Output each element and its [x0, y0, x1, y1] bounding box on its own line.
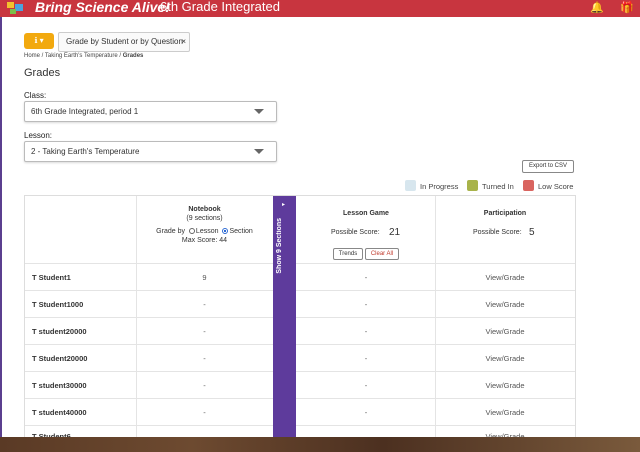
lesson-select[interactable]: 2 - Taking Earth's Temperature [24, 141, 277, 162]
lesson-game-possible-score: 21 [389, 227, 401, 238]
notebook-score[interactable]: - [203, 381, 206, 390]
grade-by-label: Grade by [156, 228, 185, 235]
breadcrumb: Home / Taking Earth's Temperature / Grad… [24, 53, 143, 59]
brand-title[interactable]: Bring Science Alive! [35, 0, 170, 15]
legend-label-turned-in: Turned In [482, 182, 514, 191]
lesson-game-header: Lesson Game [343, 210, 389, 217]
course-title: 6th Grade Integrated [160, 0, 280, 14]
legend-label-low-score: Low Score [538, 182, 574, 191]
view-grade-link[interactable]: View/Grade [485, 300, 525, 309]
row-divider [25, 317, 575, 318]
lesson-game-score: - [364, 408, 368, 417]
trends-button[interactable]: Trends [333, 248, 363, 260]
export-csv-button[interactable]: Export to CSV [522, 160, 574, 173]
row-divider [25, 425, 575, 426]
view-grade-link[interactable]: View/Grade [485, 381, 525, 390]
student-name: T student30000 [32, 381, 87, 390]
breadcrumb-home[interactable]: Home [24, 53, 41, 59]
logo-icon[interactable] [6, 0, 26, 15]
notebook-score[interactable]: - [203, 300, 206, 309]
row-divider [25, 344, 575, 345]
lesson-select-value: 2 - Taking Earth's Temperature [31, 147, 140, 156]
student-name: T Student1000 [32, 300, 84, 309]
info-dropdown-button[interactable]: ℹ ▾ [24, 33, 54, 49]
grade-by-control: Grade by Lesson Section [136, 228, 273, 235]
view-grade-link[interactable]: View/Grade [485, 327, 525, 336]
lesson-game-score: - [364, 273, 368, 282]
grade-by-lesson-radio[interactable] [188, 228, 195, 235]
lesson-game-score: - [364, 354, 368, 363]
class-select-value: 6th Grade Integrated, period 1 [31, 107, 139, 116]
clear-all-button[interactable]: Clear All [365, 248, 399, 260]
lesson-game-score: - [364, 300, 368, 309]
row-divider [25, 263, 575, 264]
top-bar: Bring Science Alive! 6th Grade Integrate… [0, 0, 640, 17]
legend-label-in-progress: In Progress [420, 182, 459, 191]
class-select[interactable]: 6th Grade Integrated, period 1 [24, 101, 277, 122]
breadcrumb-lesson[interactable]: Taking Earth's Temperature [44, 53, 118, 59]
notebook-score[interactable]: 9 [202, 273, 207, 282]
page-title: Grades [24, 67, 61, 79]
grade-by-tab-label: Grade by Student or by Question [66, 37, 183, 46]
grade-by-lesson-label: Lesson [195, 228, 219, 235]
show-sections-toggle[interactable]: ▸ Show 9 Sections [273, 196, 296, 440]
chevron-right-icon: ▸ [282, 202, 286, 208]
class-label: Class: [24, 91, 47, 100]
close-icon[interactable]: × [181, 37, 186, 46]
student-name: T Student6 [32, 432, 71, 441]
column-divider [136, 196, 137, 441]
notebook-header: Notebook [188, 206, 221, 213]
gift-icon[interactable]: 🎁 [620, 2, 634, 14]
lesson-game-score: - [364, 381, 368, 390]
student-name: T Student1 [32, 273, 71, 282]
participation-possible-score: 5 [529, 227, 535, 238]
participation-header: Participation [483, 210, 527, 217]
student-name: T student40000 [32, 408, 87, 417]
view-grade-link[interactable]: View/Grade [485, 408, 525, 417]
chevron-down-icon [254, 149, 264, 154]
participation-possible-label: Possible Score: [473, 229, 522, 236]
notebook-score[interactable]: - [203, 408, 206, 417]
lesson-game-score: - [364, 327, 368, 336]
breadcrumb-current: Grades [122, 53, 144, 59]
desktop-background-strip [0, 437, 640, 452]
bell-icon[interactable]: 🔔 [590, 2, 604, 14]
student-name: T Student20000 [32, 354, 88, 363]
legend-swatch-in-progress [405, 180, 416, 191]
legend-swatch-turned-in [467, 180, 478, 191]
breadcrumb-separator: / [40, 53, 45, 59]
show-sections-label: Show 9 Sections [276, 218, 283, 274]
notebook-score[interactable]: - [203, 327, 206, 336]
student-name: T student20000 [32, 327, 87, 336]
row-divider [25, 290, 575, 291]
notebook-score[interactable]: - [203, 354, 206, 363]
left-edge-accent [0, 17, 2, 437]
notebook-sections-count: (9 sections) [186, 215, 223, 222]
breadcrumb-separator: / [117, 53, 123, 59]
view-grade-link[interactable]: View/Grade [435, 432, 575, 441]
grades-table: Notebook (9 sections) Grade by Lesson Se… [24, 195, 576, 442]
grade-by-tab[interactable]: Grade by Student or by Question × [58, 32, 190, 52]
lesson-game-possible-label: Possible Score: [331, 229, 380, 236]
grade-by-section-label: Section [229, 228, 253, 235]
column-divider [435, 196, 436, 441]
notebook-max-score: Max Score: 44 [181, 237, 228, 244]
legend-swatch-low-score [523, 180, 534, 191]
row-divider [25, 398, 575, 399]
grade-by-section-radio[interactable] [222, 228, 229, 235]
view-grade-link[interactable]: View/Grade [485, 354, 525, 363]
lesson-label: Lesson: [24, 131, 53, 140]
view-grade-link[interactable]: View/Grade [485, 273, 525, 282]
chevron-down-icon [254, 109, 264, 114]
row-divider [25, 371, 575, 372]
